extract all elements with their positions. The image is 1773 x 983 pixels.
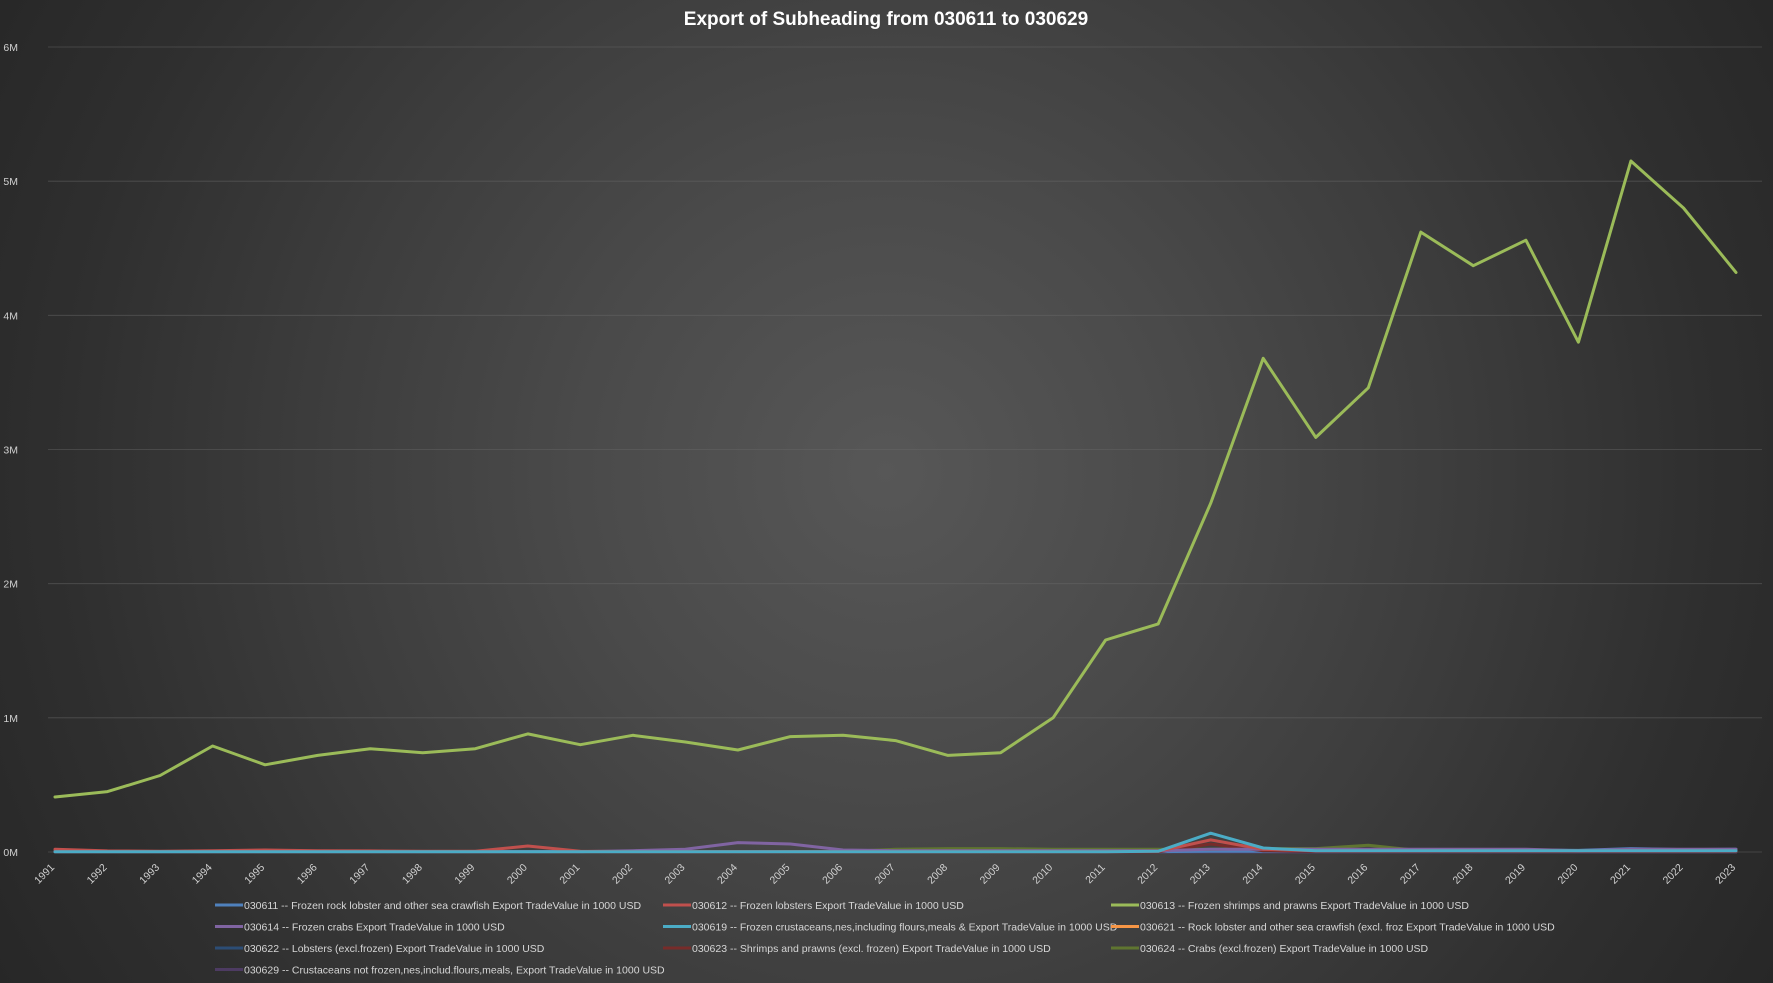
y-tick-label: 2M [3, 579, 18, 591]
legend-item: 030611 -- Frozen rock lobster and other … [215, 900, 641, 912]
series-line-030613 [53, 159, 1738, 799]
legend-label: 030623 -- Shrimps and prawns (excl. froz… [692, 943, 1051, 955]
x-tick-label: 2007 [873, 862, 898, 887]
x-tick-label: 2009 [978, 862, 1003, 887]
x-tick-label: 2020 [1556, 862, 1581, 887]
x-tick-label: 1999 [452, 862, 477, 887]
legend-item: 030614 -- Frozen crabs Export TradeValue… [215, 922, 505, 934]
gridlines [48, 46, 1762, 853]
y-tick-label: 4M [3, 310, 18, 322]
x-tick-label: 2006 [820, 862, 845, 887]
legend-item: 030613 -- Frozen shrimps and prawns Expo… [1111, 900, 1469, 912]
x-tick-label: 2013 [1188, 862, 1213, 887]
x-tick-label: 2008 [925, 862, 950, 887]
x-tick-label: 2012 [1135, 862, 1160, 887]
legend-item: 030621 -- Rock lobster and other sea cra… [1111, 922, 1555, 934]
x-tick-label: 2000 [505, 862, 530, 887]
x-tick-label: 2023 [1713, 862, 1738, 887]
legend-label: 030629 -- Crustaceans not frozen,nes,inc… [244, 965, 665, 977]
x-tick-label: 2016 [1345, 862, 1370, 887]
x-tick-label: 2002 [610, 862, 635, 887]
legend-label: 030621 -- Rock lobster and other sea cra… [1140, 922, 1555, 934]
legend-label: 030614 -- Frozen crabs Export TradeValue… [244, 922, 505, 934]
legend-label: 030612 -- Frozen lobsters Export TradeVa… [692, 900, 964, 912]
legend-label: 030619 -- Frozen crustaceans,nes,includi… [692, 922, 1118, 934]
x-tick-label: 2014 [1240, 862, 1265, 887]
legend-label: 030613 -- Frozen shrimps and prawns Expo… [1140, 900, 1469, 912]
x-axis-ticks: 1991 1992 1993 1994 1995 1996 1997 1998 1999 2000… [32, 862, 1738, 887]
x-tick-label: 1994 [190, 862, 215, 887]
legend-label: 030622 -- Lobsters (excl.frozen) Export … [244, 943, 545, 955]
x-tick-label: 2011 [1083, 862, 1108, 887]
y-tick-label: 3M [3, 445, 18, 457]
legend-item: 030612 -- Frozen lobsters Export TradeVa… [663, 900, 964, 912]
x-tick-label: 1997 [347, 862, 372, 887]
y-tick-label: 6M [3, 42, 18, 54]
x-tick-label: 1996 [295, 862, 320, 887]
y-tick-label: 0M [3, 847, 18, 859]
x-tick-label: 2001 [557, 862, 582, 887]
y-tick-label: 1M [3, 713, 18, 725]
x-tick-label: 2004 [715, 862, 740, 887]
x-tick-label: 1998 [400, 862, 425, 887]
x-tick-label: 1993 [137, 862, 162, 887]
x-tick-label: 2017 [1398, 862, 1423, 887]
legend-item: 030624 -- Crabs (excl.frozen) Export Tra… [1111, 943, 1429, 955]
legend-item: 030622 -- Lobsters (excl.frozen) Export … [215, 943, 545, 955]
legend-item: 030619 -- Frozen crustaceans,nes,includi… [663, 922, 1118, 934]
legend-label: 030624 -- Crabs (excl.frozen) Export Tra… [1140, 943, 1429, 955]
x-tick-label: 2010 [1030, 862, 1055, 887]
y-tick-label: 5M [3, 176, 18, 188]
x-tick-label: 2019 [1503, 862, 1528, 887]
series-lines [53, 159, 1738, 854]
series-line-030619 [53, 831, 1738, 854]
legend-item: 030623 -- Shrimps and prawns (excl. froz… [663, 943, 1051, 955]
x-tick-label: 1991 [32, 862, 57, 887]
x-tick-label: 2005 [768, 862, 793, 887]
x-tick-label: 1992 [85, 862, 110, 887]
x-tick-label: 2003 [662, 862, 687, 887]
legend-item: 030629 -- Crustaceans not frozen,nes,inc… [215, 965, 665, 977]
x-tick-label: 2015 [1293, 862, 1318, 887]
legend-label: 030611 -- Frozen rock lobster and other … [244, 900, 641, 912]
x-tick-label: 2022 [1661, 862, 1686, 887]
legend: 030611 -- Frozen rock lobster and other … [215, 900, 1555, 977]
chart-title: Export of Subheading from 030611 to 0306… [684, 9, 1088, 30]
x-tick-label: 2021 [1608, 862, 1633, 887]
x-tick-label: 1995 [242, 862, 267, 887]
y-axis-ticks: 0M 1M 2M 3M 4M 5M 6M [3, 42, 18, 859]
x-tick-label: 2018 [1450, 862, 1475, 887]
